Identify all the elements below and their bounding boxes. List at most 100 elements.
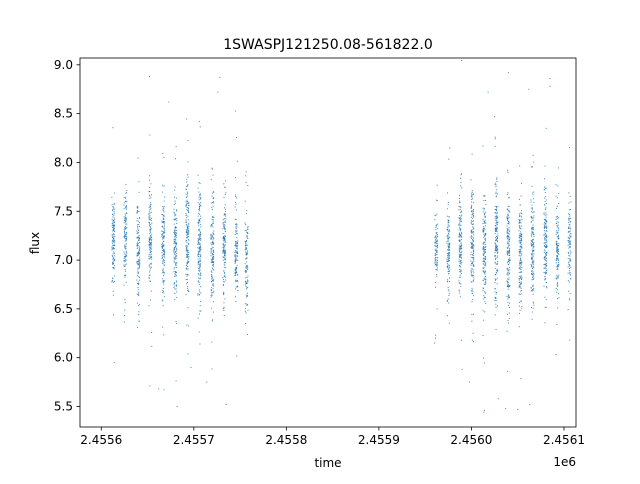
data-point (494, 184, 496, 186)
data-point (136, 252, 138, 254)
data-point (543, 249, 545, 251)
data-point (198, 212, 200, 214)
data-point (187, 259, 189, 261)
data-point (244, 280, 246, 282)
data-point (136, 206, 138, 208)
data-point (124, 235, 126, 237)
data-point (461, 244, 463, 246)
data-point (532, 253, 533, 255)
data-point (459, 239, 461, 241)
data-point (198, 274, 200, 276)
data-point (460, 219, 462, 221)
data-point (484, 278, 486, 280)
data-point (245, 253, 247, 255)
data-point (212, 263, 214, 265)
data-point (162, 242, 164, 244)
data-point (151, 238, 153, 240)
data-point (556, 259, 558, 261)
data-point (470, 235, 472, 237)
data-point (568, 217, 570, 219)
data-point (555, 184, 557, 186)
data-point (198, 277, 200, 279)
data-point (161, 244, 163, 246)
data-point (188, 210, 190, 212)
data-point (137, 232, 139, 234)
data-point (458, 254, 460, 256)
data-point (125, 206, 127, 208)
data-point (459, 254, 461, 256)
data-point (519, 301, 521, 303)
data-point (569, 195, 571, 197)
data-point (199, 260, 201, 262)
data-point (483, 254, 485, 256)
data-point (247, 237, 249, 239)
data-point (175, 320, 177, 322)
data-point (124, 244, 126, 246)
data-point (149, 179, 151, 181)
data-point (168, 101, 170, 103)
data-point (473, 212, 475, 214)
data-point (458, 289, 460, 291)
data-point (569, 215, 571, 217)
data-point (126, 192, 128, 194)
x-tick-label: 2.4561 (543, 433, 585, 447)
data-point (125, 228, 127, 230)
data-point (508, 196, 510, 198)
data-point (112, 242, 114, 244)
data-point (494, 237, 496, 239)
data-point (556, 197, 558, 199)
data-point (459, 233, 461, 235)
data-point (149, 219, 151, 220)
data-point (460, 181, 462, 183)
data-point (175, 262, 177, 264)
data-point (199, 204, 201, 206)
data-point (507, 232, 509, 234)
data-point (163, 389, 165, 391)
data-point (485, 234, 487, 236)
data-point (532, 217, 534, 219)
data-point (470, 260, 472, 262)
data-point (506, 208, 508, 210)
data-point (470, 179, 472, 181)
data-point (448, 290, 450, 292)
data-point (495, 196, 497, 198)
data-point (470, 254, 472, 256)
data-point (508, 240, 510, 242)
data-point (494, 255, 496, 257)
data-point (437, 228, 439, 230)
data-point (473, 265, 475, 267)
data-point (459, 208, 461, 210)
data-point (125, 192, 127, 194)
data-point (494, 278, 496, 280)
data-point (125, 281, 127, 283)
data-point (162, 234, 164, 236)
data-point (175, 271, 177, 273)
data-point (224, 252, 226, 254)
data-point (520, 270, 522, 272)
data-point (472, 209, 474, 211)
data-point (213, 251, 215, 253)
y-tick-label: 7.0 (54, 253, 73, 267)
data-point (148, 217, 150, 219)
data-point (485, 258, 487, 260)
data-point (494, 291, 496, 293)
data-point (437, 259, 439, 261)
data-point (222, 277, 224, 279)
data-point (461, 247, 463, 249)
data-point (224, 252, 226, 254)
data-point (434, 245, 436, 247)
data-point (459, 250, 461, 252)
data-point (245, 285, 247, 287)
data-point (447, 235, 449, 237)
data-point (484, 239, 486, 240)
data-point (173, 246, 175, 248)
data-point (472, 244, 474, 246)
data-point (530, 243, 532, 245)
data-point (187, 307, 189, 309)
data-point (175, 284, 177, 286)
data-point (470, 242, 472, 244)
data-point (558, 193, 560, 195)
data-point (482, 267, 484, 269)
data-point (495, 219, 497, 221)
data-point (507, 236, 509, 238)
